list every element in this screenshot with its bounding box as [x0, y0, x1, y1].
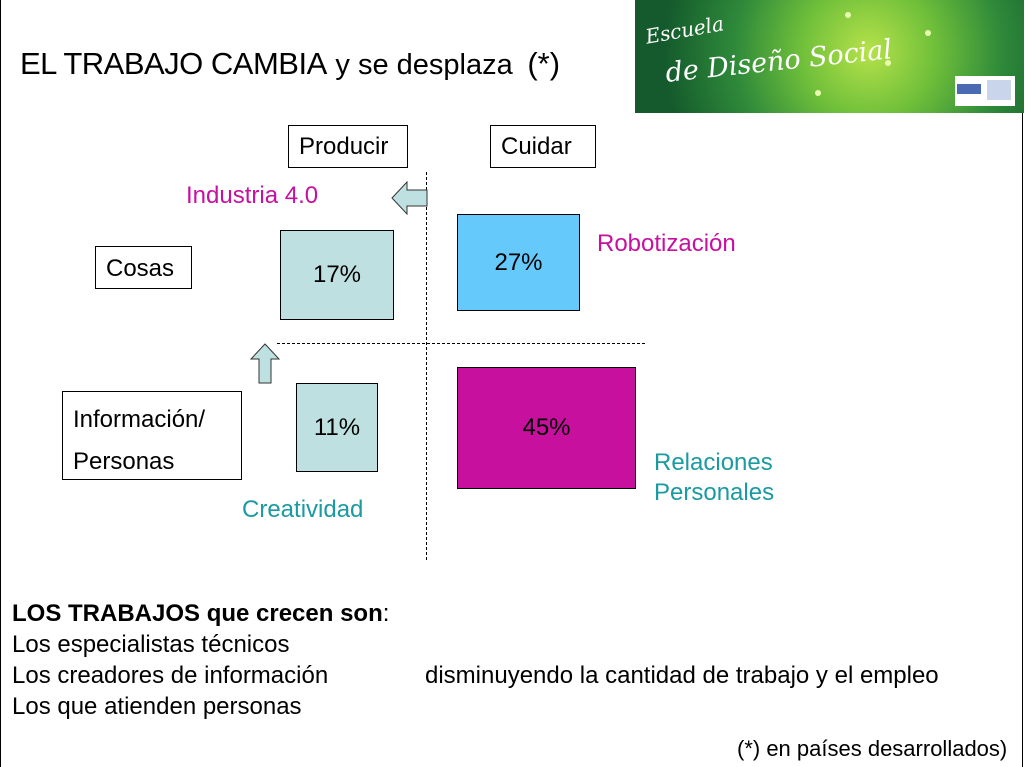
heading-bold-2: que crecen son — [206, 600, 383, 627]
bottom-heading: LOS TRABAJOS que crecen son: — [12, 600, 389, 628]
left-arrow-icon — [391, 181, 428, 215]
logo-line2: de Diseño Social — [664, 34, 894, 89]
cell-cuidar-personas-value: 45% — [522, 414, 571, 441]
title-mark: (*) — [527, 46, 561, 81]
cell-cuidar-personas: 45% — [457, 367, 636, 489]
column-producir: Producir — [288, 125, 408, 168]
sparkle-icon — [885, 60, 891, 66]
column-cuidar-label: Cuidar — [501, 133, 572, 160]
bottom-item-3: Los que atienden personas — [12, 693, 302, 720]
label-relaciones-personales: Relaciones Personales — [654, 448, 774, 508]
cell-cuidar-cosas-value: 27% — [494, 248, 543, 276]
label-personales: Personales — [654, 479, 775, 506]
right-border — [1022, 112, 1023, 767]
cell-producir-cosas-value: 17% — [312, 261, 362, 288]
bottom-side-text: disminuyendo la cantidad de trabajo y el… — [425, 662, 939, 689]
cell-producir-cosas: 17% — [280, 230, 394, 320]
cell-cuidar-cosas: 27% — [457, 214, 580, 311]
sponsor-logo-icon — [987, 80, 1011, 100]
cell-producir-personas-value: 11% — [313, 413, 361, 441]
bottom-item-1: Los especialistas técnicos — [12, 631, 290, 658]
title-main: EL TRABAJO CAMBIA — [20, 46, 327, 81]
sparkle-icon — [815, 90, 821, 96]
label-creatividad: Creatividad — [242, 496, 364, 523]
label-relaciones: Relaciones — [654, 449, 773, 476]
bottom-item-2: Los creadores de información — [12, 662, 329, 689]
row-informacion-label: Información/ — [73, 406, 206, 433]
row-personas-label: Personas — [73, 448, 175, 475]
label-robotizacion: Robotización — [597, 230, 736, 257]
sparkle-icon — [925, 30, 931, 36]
row-informacion-personas: Información/ Personas — [62, 391, 242, 480]
label-industria: Industria 4.0 — [186, 182, 319, 209]
sparkle-icon — [845, 12, 851, 18]
footnote: (*) en países desarrollados) — [737, 736, 1008, 761]
logo-line1: Escuela — [643, 11, 726, 49]
left-border — [0, 0, 1, 767]
cell-producir-personas: 11% — [296, 383, 378, 472]
vertical-divider — [426, 172, 427, 560]
heading-bold-1: LOS TRABAJOS — [12, 600, 201, 627]
column-cuidar: Cuidar — [490, 125, 596, 168]
column-producir-label: Producir — [299, 133, 389, 160]
horizontal-divider — [277, 343, 645, 344]
slide-title: EL TRABAJO CAMBIA y se desplaza (*) — [20, 46, 560, 82]
title-rest: y se desplaza — [335, 49, 513, 81]
escuela-logo: Escuela de Diseño Social — [635, 0, 1024, 113]
row-cosas-label: Cosas — [106, 255, 175, 282]
sponsor-logo-icon — [957, 84, 981, 94]
heading-colon: : — [382, 600, 390, 627]
row-cosas: Cosas — [95, 246, 192, 289]
up-arrow-icon — [249, 343, 281, 384]
